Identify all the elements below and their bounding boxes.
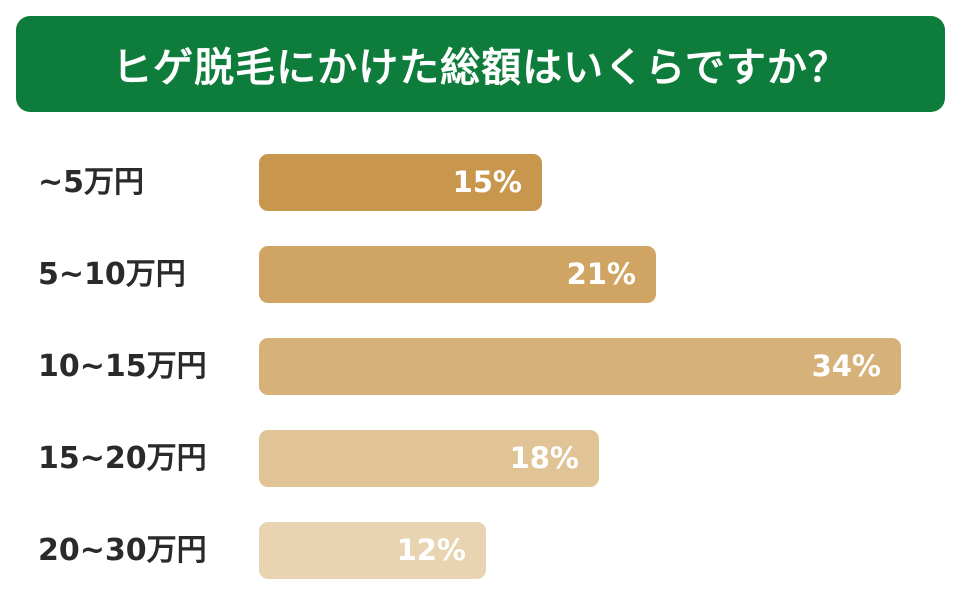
bar: 21% [259, 246, 656, 303]
bar-value-label: 34% [811, 349, 881, 383]
title-banner: ヒゲ脱毛にかけた総額はいくらですか？ [16, 16, 945, 112]
category-label: 20~30万円 [38, 533, 207, 568]
bar-row: 10~15万円 34% [0, 338, 960, 396]
category-label: ~5万円 [38, 165, 145, 200]
category-label: 5~10万円 [38, 257, 186, 292]
category-label: 15~20万円 [38, 441, 207, 476]
bar-value-label: 18% [509, 441, 579, 475]
bar: 15% [259, 154, 542, 211]
category-label: 10~15万円 [38, 349, 207, 384]
bar-value-label: 21% [566, 257, 636, 291]
bar-row: ~5万円 15% [0, 154, 960, 212]
chart-title: ヒゲ脱毛にかけた総額はいくらですか？ [112, 45, 849, 91]
bar: 34% [259, 338, 901, 395]
bar-row: 5~10万円 21% [0, 246, 960, 304]
bar: 18% [259, 430, 599, 487]
bar: 12% [259, 522, 486, 579]
bar-row: 15~20万円 18% [0, 430, 960, 488]
bar-value-label: 12% [396, 533, 466, 567]
bar-value-label: 15% [452, 165, 522, 199]
bar-row: 20~30万円 12% [0, 522, 960, 580]
